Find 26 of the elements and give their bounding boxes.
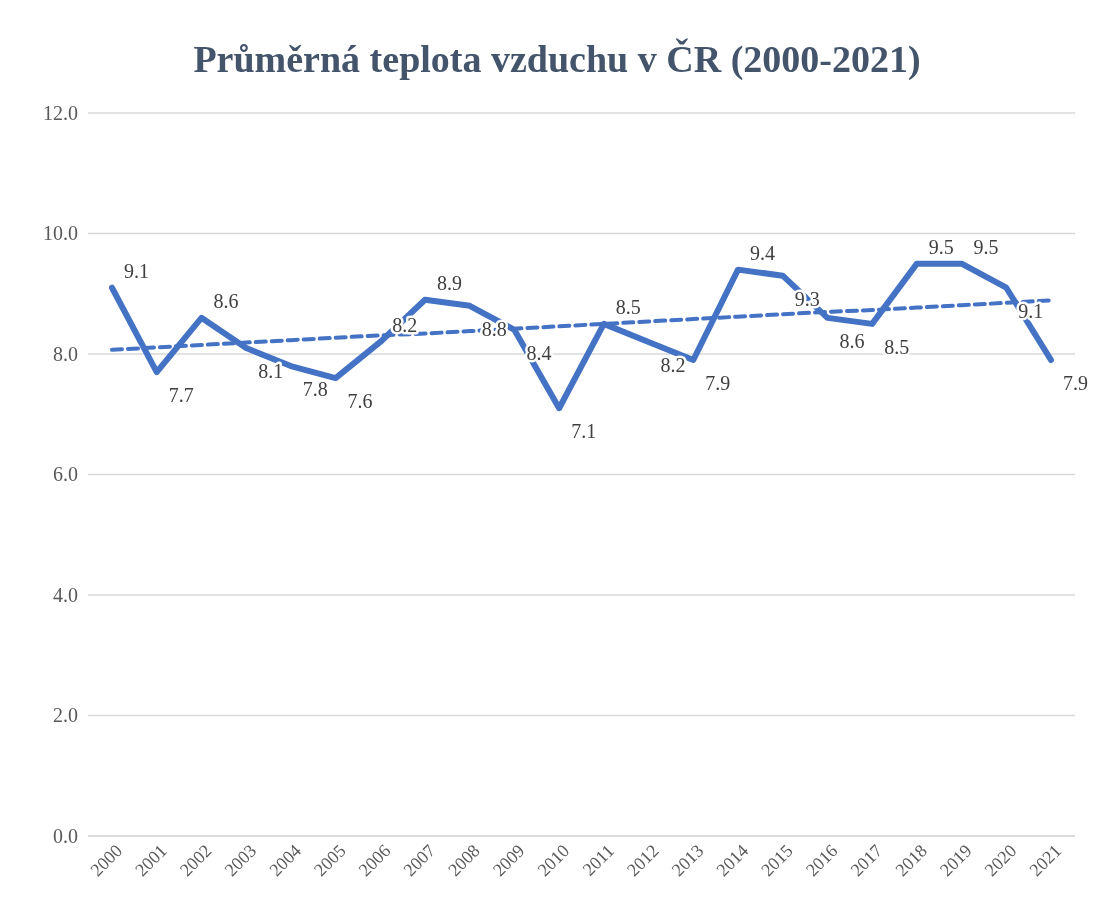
data-label: 8.5	[884, 335, 910, 358]
y-tick-label: 8.0	[53, 342, 78, 365]
y-tick-label: 6.0	[53, 463, 78, 486]
y-tick-label: 12.0	[43, 101, 78, 124]
data-label: 8.2	[660, 353, 686, 376]
chart-title: Průměrná teplota vzduchu v ČR (2000-2021)	[193, 38, 921, 81]
data-label: 8.1	[258, 359, 284, 382]
y-tick-label: 4.0	[53, 583, 78, 606]
data-label: 8.6	[213, 289, 239, 312]
data-label: 9.4	[750, 241, 775, 264]
y-tick-label: 10.0	[43, 222, 78, 245]
data-label: 7.9	[705, 372, 731, 395]
data-label: 8.6	[839, 329, 865, 352]
data-label: 7.7	[168, 384, 194, 407]
data-label: 8.5	[615, 295, 641, 318]
y-tick-label: 0.0	[53, 824, 78, 847]
y-tick-label: 2.0	[53, 704, 78, 727]
data-label: 7.9	[1063, 372, 1088, 395]
data-label: 9.5	[973, 235, 999, 258]
data-label: 7.8	[302, 378, 328, 401]
x-tick-label: 2011	[578, 840, 618, 880]
data-label: 9.1	[124, 259, 149, 282]
data-label: 9.5	[928, 235, 954, 258]
data-label: 7.1	[571, 420, 597, 443]
data-label: 7.6	[347, 390, 373, 413]
data-label: 8.9	[437, 271, 462, 294]
